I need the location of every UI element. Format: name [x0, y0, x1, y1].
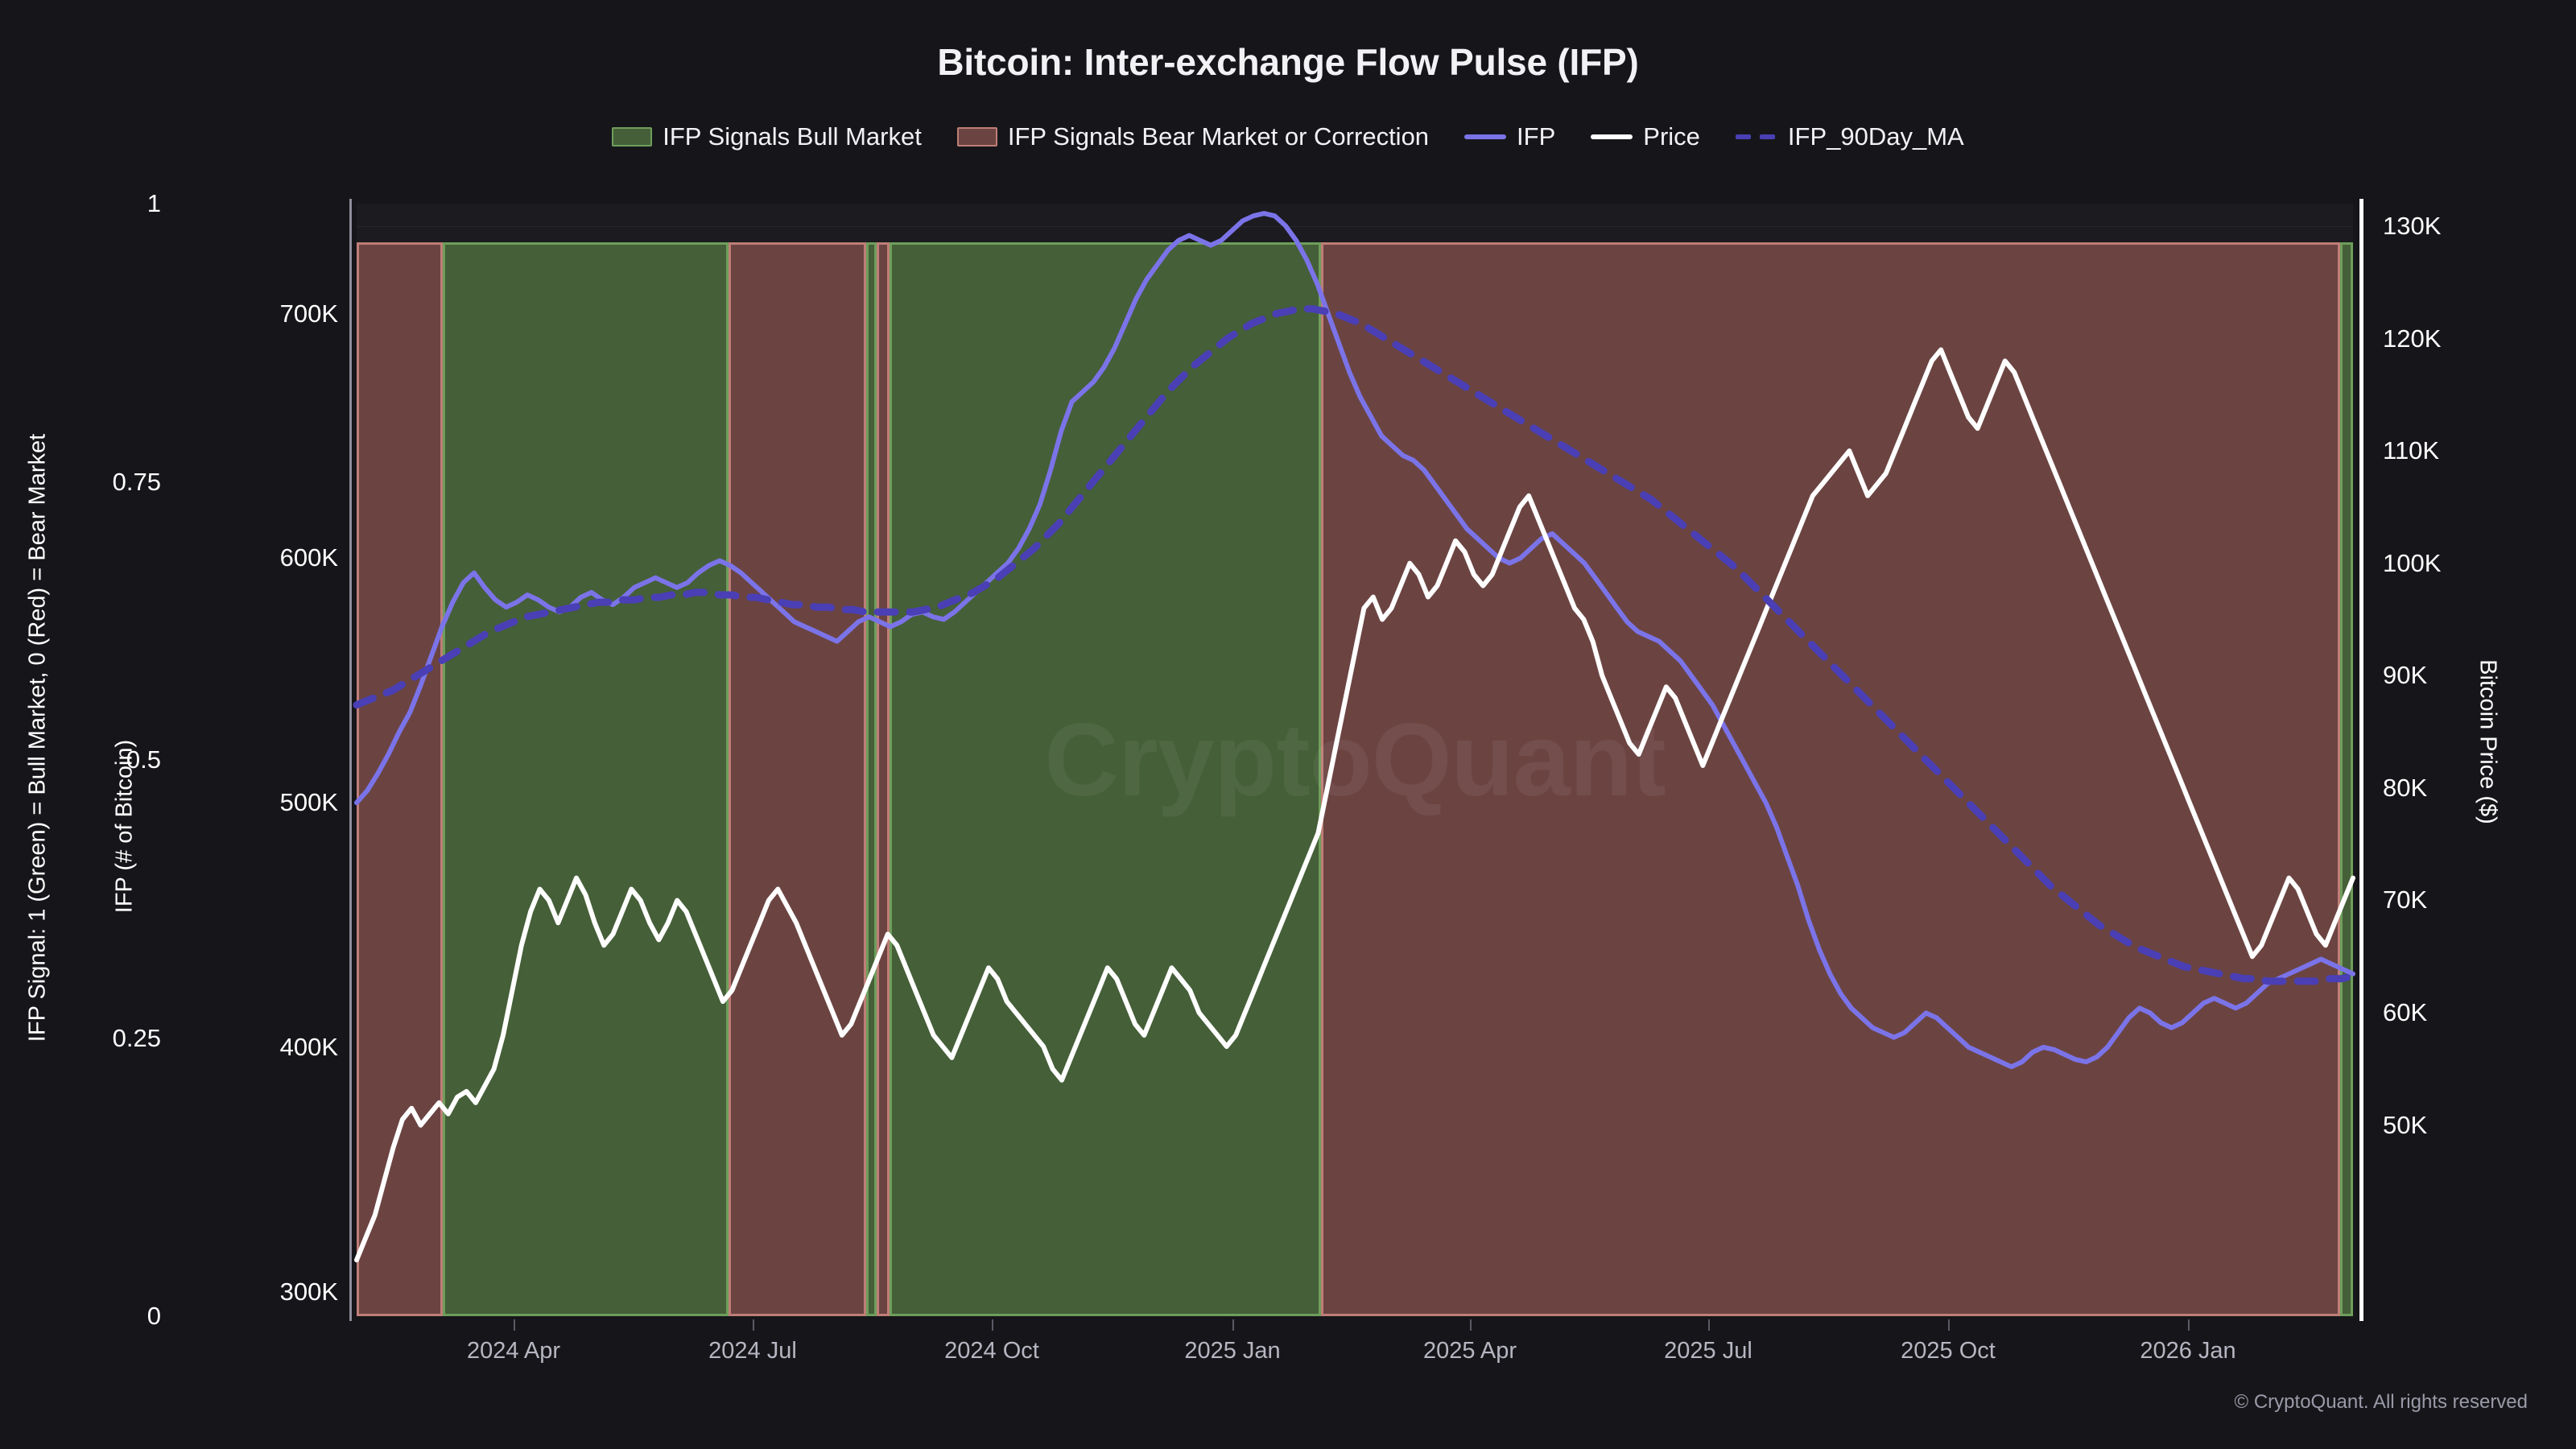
tick-label: 0.5	[126, 745, 161, 774]
tick-label: 0	[147, 1302, 161, 1330]
tick-label: 2024 Oct	[944, 1338, 1039, 1364]
tick-mark	[2188, 1319, 2190, 1331]
bear-market-band	[876, 242, 890, 1316]
bear-market-band	[357, 242, 443, 1316]
tick-label: 100K	[2383, 548, 2442, 577]
ifp-ma-dashed-line-swatch-icon	[1735, 134, 1777, 139]
bear-band-swatch-icon	[956, 127, 997, 147]
plot-left-spine	[349, 199, 352, 1321]
legend-label-price: Price	[1643, 122, 1700, 151]
bear-market-band	[728, 242, 866, 1316]
tick-label: 300K	[279, 1277, 338, 1306]
gridline	[357, 225, 2353, 227]
chart-legend: IFP Signals Bull Market IFP Signals Bear…	[0, 122, 2576, 151]
chart-title: Bitcoin: Inter-exchange Flow Pulse (IFP)	[937, 41, 1639, 83]
copyright-footer: © CryptoQuant. All rights reserved	[2234, 1391, 2529, 1413]
price-line-swatch-icon	[1591, 134, 1633, 139]
tick-label: 0.75	[112, 467, 161, 496]
tick-label: 130K	[2383, 211, 2442, 240]
tick-mark	[1708, 1319, 1710, 1331]
tick-label: 2025 Jul	[1664, 1338, 1752, 1364]
legend-item-price[interactable]: Price	[1591, 122, 1700, 151]
tick-label: 50K	[2383, 1110, 2428, 1139]
y-axis-ifp-title: IFP (# of Bitcoin)	[111, 739, 138, 914]
chart-plot-area[interactable]: CryptoQuant	[349, 199, 2363, 1321]
legend-label-ifp: IFP	[1517, 122, 1556, 151]
tick-label: 600K	[279, 543, 338, 572]
legend-label-bear: IFP Signals Bear Market or Correction	[1007, 122, 1430, 151]
tick-label: 2026 Jan	[2140, 1338, 2236, 1364]
y-axis-price-title: Bitcoin Price ($)	[2475, 659, 2501, 824]
tick-label: 2024 Apr	[466, 1338, 561, 1364]
legend-label-ifp-ma: IFP_90Day_MA	[1787, 122, 1964, 151]
legend-label-bull: IFP Signals Bull Market	[663, 122, 922, 151]
legend-item-ifp-ma[interactable]: IFP_90Day_MA	[1735, 122, 1964, 151]
tick-label: 60K	[2383, 998, 2428, 1027]
series-line-price	[354, 347, 2355, 1263]
tick-mark	[992, 1319, 993, 1331]
tick-label: 0.25	[112, 1023, 161, 1052]
bull-band-swatch-icon	[612, 127, 653, 147]
tick-label: 500K	[279, 788, 338, 817]
tick-label: 1	[147, 189, 161, 217]
tick-label: 120K	[2383, 324, 2442, 353]
tick-label: 110K	[2383, 436, 2440, 465]
series-line-ifp	[354, 211, 2355, 1070]
tick-label: 700K	[279, 299, 338, 328]
bull-market-band	[442, 242, 729, 1316]
bull-market-band	[2339, 242, 2353, 1316]
tick-label: 70K	[2383, 886, 2428, 914]
bear-market-band	[1321, 242, 2340, 1316]
tick-mark	[753, 1319, 754, 1331]
series-lines-layer	[353, 211, 2357, 1263]
tick-label: 2024 Jul	[708, 1338, 797, 1364]
legend-item-bear[interactable]: IFP Signals Bear Market or Correction	[956, 122, 1430, 151]
bull-market-band	[865, 242, 877, 1316]
tick-mark	[1948, 1319, 1950, 1331]
bull-market-band	[889, 242, 1321, 1316]
tick-label: 90K	[2383, 661, 2428, 690]
series-line-ifp-90day-ma	[353, 305, 2357, 985]
legend-item-bull[interactable]: IFP Signals Bull Market	[612, 122, 922, 151]
y-axis-signal-title: IFP Signal: 1 (Green) = Bull Market, 0 (…	[24, 433, 51, 1042]
tick-label: 400K	[279, 1032, 338, 1061]
tick-mark	[1232, 1319, 1234, 1331]
legend-item-ifp[interactable]: IFP	[1464, 122, 1555, 151]
ifp-line-swatch-icon	[1464, 134, 1507, 139]
tick-label: 80K	[2383, 773, 2428, 802]
tick-mark	[514, 1319, 515, 1331]
tick-mark	[1470, 1319, 1472, 1331]
plot-right-spine	[2359, 199, 2363, 1321]
tick-label: 2025 Jan	[1184, 1338, 1281, 1364]
tick-label: 2025 Oct	[1901, 1338, 1996, 1364]
tick-label: 2025 Apr	[1422, 1338, 1517, 1364]
